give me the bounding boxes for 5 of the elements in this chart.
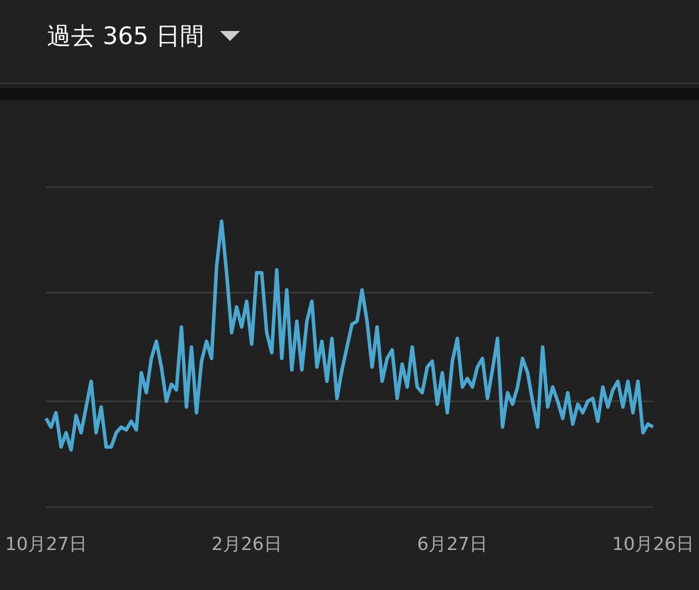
x-tick-label: 10月26日: [612, 534, 694, 555]
x-tick-label: 10月27日: [5, 534, 87, 555]
x-tick-label: 2月26日: [211, 534, 282, 555]
chart-title: 過去 365 日間: [47, 21, 204, 52]
x-tick-label: 6月27日: [417, 534, 488, 555]
